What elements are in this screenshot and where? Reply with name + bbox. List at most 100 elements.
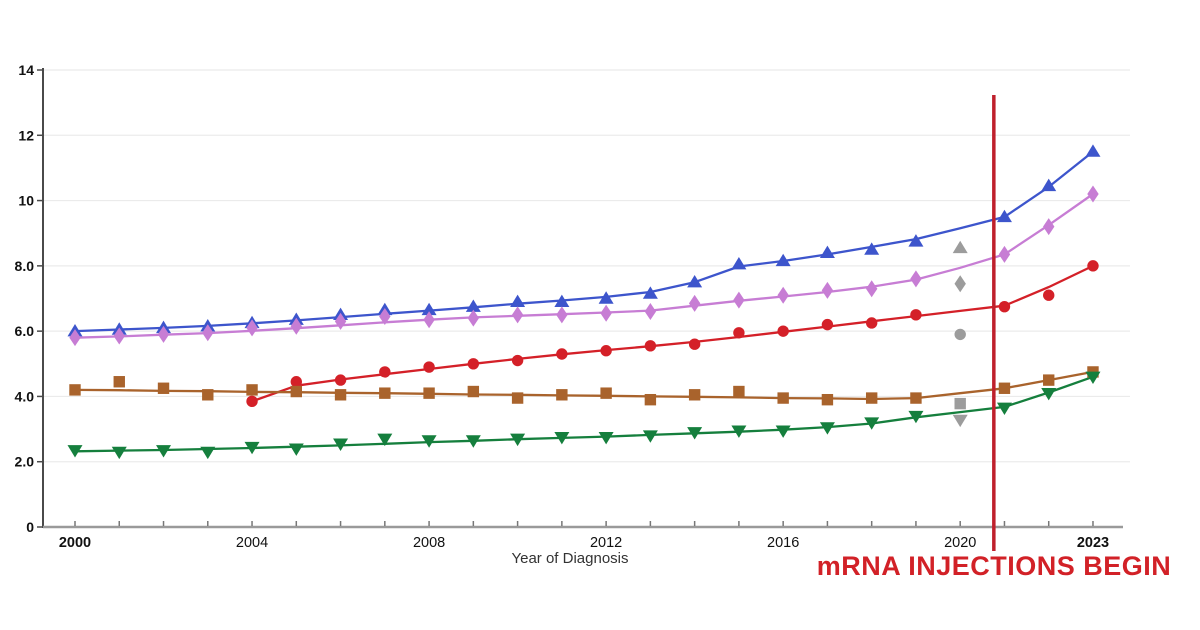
- series-line-red-circle: [251, 264, 1094, 403]
- marker-green-triangle-down: [775, 425, 791, 438]
- marker-purple-diamond: [511, 306, 524, 324]
- x-axis-title: Year of Diagnosis: [511, 550, 629, 567]
- series-line-brown-square: [74, 370, 1094, 401]
- series-line-blue-triangle-up: [74, 150, 1094, 333]
- marker-brown-square: [688, 389, 701, 401]
- marker-brown-square: [157, 382, 170, 394]
- marker-green-triangle-down: [156, 445, 172, 458]
- marker-red-circle: [910, 309, 922, 321]
- series-line-purple-diamond: [74, 193, 1094, 339]
- marker-green-triangle-down: [554, 432, 570, 445]
- marker-green-triangle-down: [333, 438, 349, 451]
- marker-green-triangle-down: [510, 433, 526, 447]
- marker-brown-square: [998, 382, 1011, 394]
- marker-green-triangle-down: [908, 410, 924, 424]
- marker-brown-square: [511, 392, 524, 404]
- x-tick-label: 2008: [413, 535, 445, 551]
- marker-blue-triangle-up: [421, 302, 437, 316]
- marker-purple-diamond: [644, 303, 657, 321]
- marker-green-triangle-down: [996, 402, 1012, 416]
- marker-red-circle: [511, 354, 524, 367]
- marker-2020-gray-triangle-down: [952, 414, 968, 428]
- marker-purple-diamond: [69, 329, 81, 347]
- y-tick-label: 10: [18, 193, 34, 209]
- marker-green-triangle-down: [377, 433, 393, 447]
- marker-purple-diamond: [113, 327, 125, 345]
- marker-purple-diamond: [910, 270, 922, 288]
- marker-blue-triangle-up: [908, 234, 924, 247]
- x-tick-label: 2016: [767, 535, 799, 551]
- marker-blue-triangle-up: [1085, 144, 1101, 157]
- marker-green-triangle-down: [421, 435, 437, 448]
- marker-brown-square: [910, 392, 922, 404]
- marker-green-triangle-down: [111, 446, 127, 460]
- marker-green-triangle-down: [67, 445, 83, 458]
- marker-blue-triangle-up: [465, 299, 481, 312]
- marker-green-triangle-down: [244, 441, 260, 455]
- y-tick-label: 4.0: [15, 388, 35, 404]
- x-tick-label: 2000: [59, 535, 91, 551]
- x-tick-label: 2004: [236, 535, 268, 551]
- marker-purple-diamond: [998, 245, 1011, 263]
- marker-purple-diamond: [821, 281, 834, 299]
- marker-purple-diamond: [334, 312, 347, 330]
- marker-red-circle: [423, 361, 435, 373]
- marker-2020-gray-circle: [954, 328, 966, 341]
- y-tick-label: 6.0: [15, 323, 35, 339]
- marker-brown-square: [423, 387, 435, 399]
- marker-blue-triangle-up: [687, 274, 703, 288]
- marker-red-circle: [821, 318, 834, 331]
- marker-purple-diamond: [600, 304, 612, 322]
- marker-brown-square: [600, 387, 612, 399]
- marker-blue-triangle-up: [510, 294, 526, 307]
- y-tick-label: 8.0: [15, 258, 35, 274]
- marker-brown-square: [865, 392, 878, 404]
- x-tick-label: 2012: [590, 535, 622, 551]
- marker-green-triangle-down: [864, 417, 880, 430]
- marker-blue-triangle-up: [598, 291, 614, 304]
- x-tick-label: 2023: [1077, 535, 1109, 551]
- marker-purple-diamond: [733, 291, 745, 309]
- marker-red-circle: [600, 345, 612, 357]
- marker-green-triangle-down: [687, 427, 703, 440]
- marker-blue-triangle-up: [864, 242, 880, 255]
- marker-red-circle: [556, 348, 568, 360]
- marker-blue-triangle-up: [554, 294, 570, 307]
- marker-green-triangle-down: [1041, 387, 1057, 401]
- marker-red-circle: [688, 338, 701, 350]
- marker-red-circle: [1043, 289, 1055, 301]
- marker-brown-square: [290, 385, 302, 398]
- marker-brown-square: [379, 387, 391, 399]
- marker-green-triangle-down: [465, 435, 481, 448]
- mrna-injections-begin-label: mRNA INJECTIONS BEGIN: [816, 551, 1172, 581]
- marker-blue-triangle-up: [996, 209, 1012, 223]
- marker-red-circle: [290, 376, 302, 388]
- y-tick-label: 0: [26, 519, 34, 535]
- marker-green-triangle-down: [731, 425, 747, 438]
- marker-brown-square: [334, 389, 347, 401]
- marker-brown-square: [733, 385, 745, 398]
- marker-red-circle: [733, 327, 745, 339]
- marker-brown-square: [467, 385, 480, 398]
- y-tick-label: 14: [18, 62, 34, 78]
- marker-brown-square: [202, 389, 214, 401]
- marker-brown-square: [69, 384, 81, 396]
- marker-brown-square: [556, 389, 568, 401]
- marker-green-triangle-down: [288, 443, 304, 456]
- y-tick-label: 2.0: [15, 454, 35, 470]
- marker-red-circle: [467, 358, 480, 370]
- marker-2020-gray-diamond: [954, 275, 966, 293]
- marker-2020-gray-square: [954, 397, 966, 410]
- marker-red-circle: [1087, 260, 1099, 272]
- marker-blue-triangle-up: [775, 253, 791, 267]
- marker-purple-diamond: [379, 307, 391, 325]
- marker-green-triangle-down: [200, 446, 216, 460]
- marker-purple-diamond: [777, 286, 789, 304]
- marker-green-triangle-down: [1085, 371, 1101, 385]
- marker-red-circle: [998, 300, 1011, 313]
- marker-blue-triangle-up: [642, 286, 658, 299]
- marker-brown-square: [644, 393, 657, 406]
- marker-red-circle: [379, 366, 391, 378]
